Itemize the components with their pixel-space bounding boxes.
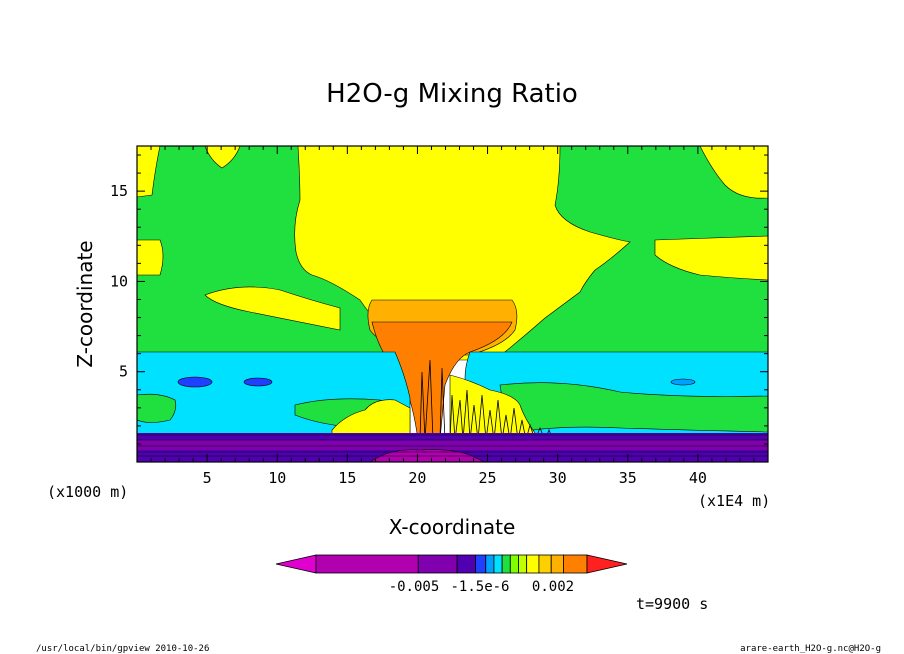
colorbar-label: -0.005 xyxy=(389,579,440,595)
y-tick-label: 5 xyxy=(119,363,128,381)
field-band-lines xyxy=(137,434,768,457)
colorbar-segment xyxy=(501,554,511,574)
plot-area xyxy=(136,145,769,463)
field-yellow-topleft2 xyxy=(204,146,241,169)
time-label: t=9900 s xyxy=(636,595,708,613)
field-green-low-left xyxy=(137,393,177,423)
chart-title: H2O-g Mixing Ratio xyxy=(326,79,578,109)
y-axis-label: Z-coordinate xyxy=(73,240,97,367)
colorbar-upper-arrow xyxy=(586,554,628,574)
x-tick-label: 15 xyxy=(338,469,356,487)
x-unit-right: (x1E4 m) xyxy=(698,492,770,510)
field-yellow-topright xyxy=(699,146,768,199)
footer-left: /usr/local/bin/gpview 2010-10-26 xyxy=(36,644,209,654)
x-tick-label: 5 xyxy=(203,469,212,487)
field-purple-band-light xyxy=(137,440,768,450)
colorbar-segment xyxy=(315,554,419,574)
field-yellow-topleft xyxy=(137,146,161,198)
field-yellow-convective-right xyxy=(449,374,541,441)
colorbar-segment xyxy=(417,554,458,574)
colorbar-segment xyxy=(456,554,476,574)
x-tick-label: 30 xyxy=(549,469,567,487)
colorbar: -0.005 -1.5e-6 0.002 xyxy=(275,554,628,595)
colorbar-segment xyxy=(538,554,552,574)
x-tick-label: 25 xyxy=(479,469,497,487)
colorbar-label: -1.5e-6 xyxy=(450,579,509,595)
field-yellow-convective xyxy=(331,399,411,441)
x-axis-label: X-coordinate xyxy=(389,515,516,539)
colorbar-segment xyxy=(493,554,503,574)
y-tick-label: 15 xyxy=(110,182,128,200)
plot-frame xyxy=(136,145,769,463)
contour-field xyxy=(137,146,768,462)
colorbar-label: 0.002 xyxy=(532,579,574,595)
colorbar-segment xyxy=(509,554,519,574)
axis-ticks xyxy=(137,146,768,462)
field-blue-blob-right xyxy=(670,378,696,386)
field-blue-blob-left xyxy=(177,376,213,388)
field-yellow-leftband xyxy=(137,239,164,276)
colorbar-segment xyxy=(563,554,588,574)
field-yellow-midband xyxy=(204,286,341,331)
x-tick-label: 20 xyxy=(408,469,426,487)
colorbar-lower-arrow xyxy=(275,554,317,574)
footer-right: arare-earth_H2O-g.nc@H2O-g xyxy=(740,644,881,654)
x-tick-label: 40 xyxy=(689,469,707,487)
y-tick-label: 10 xyxy=(110,272,128,290)
colorbar-segment xyxy=(550,554,564,574)
colorbar-segment xyxy=(526,554,540,574)
x-tick-label: 35 xyxy=(619,469,637,487)
x-tick-label: 10 xyxy=(268,469,286,487)
x-unit-left: (x1000 m) xyxy=(47,483,128,501)
field-yellow-rightband xyxy=(654,235,768,281)
colorbar-segment xyxy=(518,554,528,574)
colorbar-segment xyxy=(475,554,487,574)
colorbar-segment xyxy=(485,554,495,574)
field-blue-blob-mid xyxy=(243,377,273,387)
